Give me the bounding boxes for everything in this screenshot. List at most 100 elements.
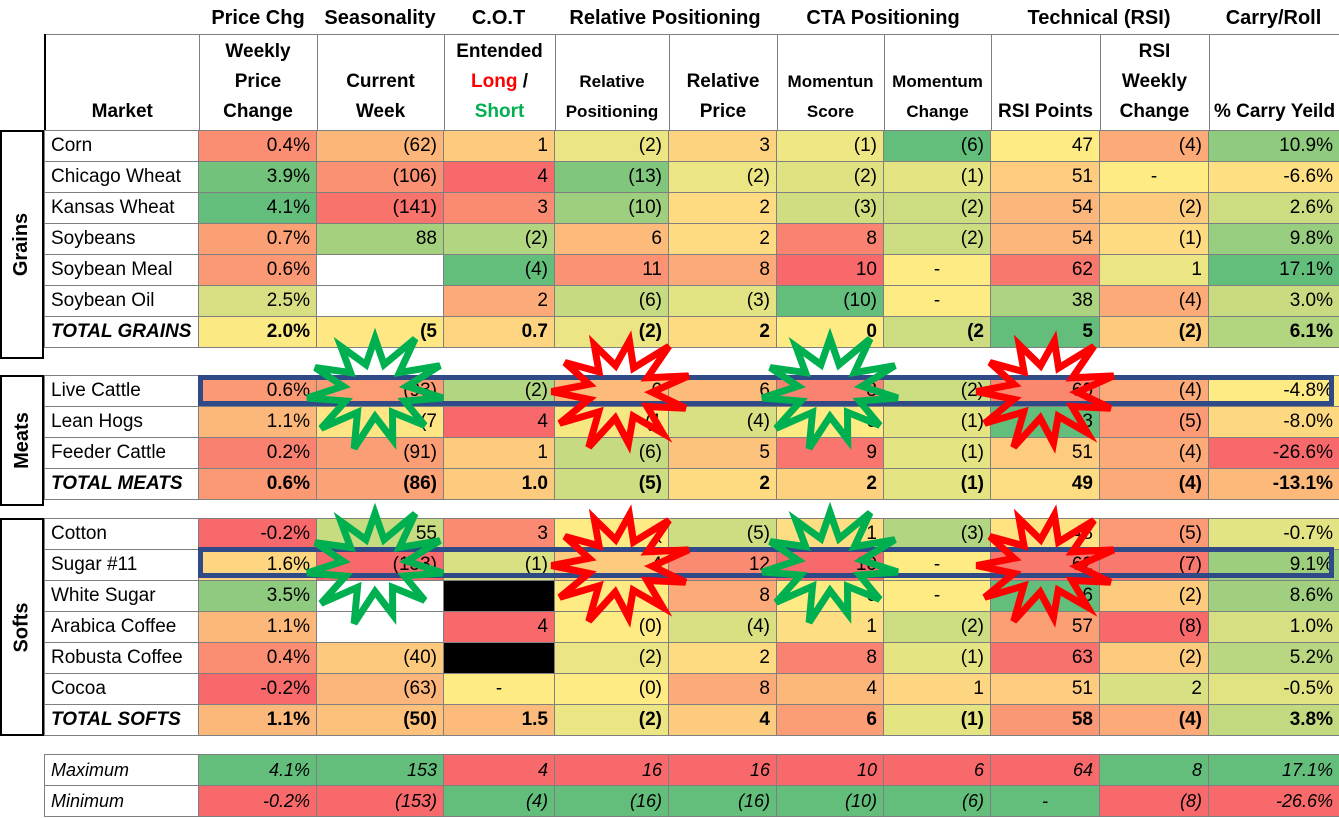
- col-momentum-change: Momentum Change: [883, 34, 992, 132]
- cell-season: 55: [316, 518, 444, 550]
- cell-rsi: 38: [990, 285, 1100, 317]
- cell-price: 1.6%: [198, 549, 317, 581]
- cell-momchg: (2): [883, 611, 991, 643]
- cell-season: (141): [316, 192, 444, 224]
- cell-mom: 8: [776, 223, 884, 255]
- summary-cell-relpos: (16): [554, 785, 669, 817]
- cell-carry: 10.9%: [1208, 130, 1339, 162]
- cell-cot: 2: [443, 285, 555, 317]
- cell-rsichg: (2): [1099, 316, 1209, 348]
- cell-season: (5: [316, 316, 444, 348]
- cell-price: -0.2%: [198, 518, 317, 550]
- cell-relpos: (13): [554, 161, 669, 193]
- cell-relpos: [554, 580, 669, 612]
- cell-momchg: (2): [883, 192, 991, 224]
- market-name: Soybeans: [44, 223, 199, 255]
- market-name: Soybean Meal: [44, 254, 199, 286]
- cell-rsi: 57: [990, 611, 1100, 643]
- table-row: Soybeans 0.7% 88 (2) 6 2 8 (2) 54 (1) 9.8%: [44, 223, 1339, 255]
- cell-carry: -0.7%: [1208, 518, 1339, 550]
- cell-mom: (1): [776, 130, 884, 162]
- cell-price: 0.4%: [198, 130, 317, 162]
- cell-rsichg: (4): [1099, 437, 1209, 469]
- cell-carry: 9.8%: [1208, 223, 1339, 255]
- cell-season: (106): [316, 161, 444, 193]
- summary-cell-cot: 4: [443, 754, 555, 786]
- cell-mom: 10: [776, 549, 884, 581]
- summary-cell-cot: (4): [443, 785, 555, 817]
- market-name: Arabica Coffee: [44, 611, 199, 643]
- cell-price: 3.9%: [198, 161, 317, 193]
- cell-rsichg: (2): [1099, 580, 1209, 612]
- cell-relpos: (2): [554, 316, 669, 348]
- cell-rsichg: -: [1099, 161, 1209, 193]
- cell-rsi: 54: [990, 192, 1100, 224]
- cell-momchg: (2: [883, 316, 991, 348]
- cell-relprice: 8: [668, 580, 777, 612]
- cell-rsichg: (4): [1099, 375, 1209, 407]
- cell-season: 88: [316, 223, 444, 255]
- cell-relprice: (4): [668, 406, 777, 438]
- cell-relpos: (6): [554, 285, 669, 317]
- cell-carry: 5.2%: [1208, 642, 1339, 674]
- cell-season: [316, 285, 444, 317]
- cell-price: -0.2%: [198, 673, 317, 705]
- cell-cot: (2): [443, 223, 555, 255]
- cell-relprice: (4): [668, 611, 777, 643]
- cell-relprice: 3: [668, 130, 777, 162]
- market-name: Live Cattle: [44, 375, 199, 407]
- table-row: Arabica Coffee 1.1% 4 (0) (4) 1 (2) 57 (8) 1.0%: [44, 611, 1339, 643]
- cell-relpos: (2): [554, 130, 669, 162]
- cell-momchg: (1): [883, 468, 991, 500]
- cell-relpos: (5): [554, 468, 669, 500]
- market-name: Cocoa: [44, 673, 199, 705]
- cell-mom: 4: [776, 673, 884, 705]
- cell-relpos: 4: [554, 549, 669, 581]
- group-header-price-chg: Price Chg: [211, 6, 305, 29]
- table-row: Corn 0.4% (62) 1 (2) 3 (1) (6) 47 (4) 10.9%: [44, 130, 1339, 162]
- summary-cell-relprice: 16: [668, 754, 777, 786]
- cell-rsi: 3: [990, 406, 1100, 438]
- cell-season: (63): [316, 673, 444, 705]
- summary-cell-season: (153): [316, 785, 444, 817]
- cell-relpos: (2): [554, 642, 669, 674]
- summary-cell-mom: (10): [776, 785, 884, 817]
- cell-cot: 1.0: [443, 468, 555, 500]
- cell-carry: 6.1%: [1208, 316, 1339, 348]
- cell-momchg: (1): [883, 161, 991, 193]
- cell-carry: 3.8%: [1208, 704, 1339, 736]
- cell-relprice: 8: [668, 254, 777, 286]
- cell-rsi: 54: [990, 223, 1100, 255]
- cell-cot: 4: [443, 611, 555, 643]
- summary-cell-rsi: 64: [990, 754, 1100, 786]
- softs-table: Cotton -0.2% 55 3((5) 1 (3) 48 (5) -0.7% Sugar #1…: [44, 518, 1339, 736]
- cell-season: (40): [316, 642, 444, 674]
- cell-rsichg: (4): [1099, 130, 1209, 162]
- cell-cot: [443, 580, 555, 612]
- group-header-cta-positioning: CTA Positioning: [806, 6, 960, 29]
- cell-season: (86): [316, 468, 444, 500]
- cell-price: 3.5%: [198, 580, 317, 612]
- cell-carry: -4.8%: [1208, 375, 1339, 407]
- cell-relpos: (10): [554, 192, 669, 224]
- summary-row: Maximum 4.1% 153 4 16 16 10 6 64 8 17.1%: [44, 754, 1339, 786]
- cell-relprice: 4: [668, 704, 777, 736]
- cell-carry: 3.0%: [1208, 285, 1339, 317]
- cell-season: (93): [316, 375, 444, 407]
- cell-rsi: 63: [990, 642, 1100, 674]
- col-relative-positioning: Relative Positioning: [554, 34, 670, 132]
- market-name: TOTAL GRAINS: [44, 316, 199, 348]
- market-name: Chicago Wheat: [44, 161, 199, 193]
- cell-cot: (1): [443, 549, 555, 581]
- cell-mom: 0: [776, 406, 884, 438]
- column-header-table: Market Weekly Price Change Current Week En…: [44, 34, 1339, 132]
- summary-cell-relpos: 16: [554, 754, 669, 786]
- cell-momchg: (6): [883, 130, 991, 162]
- market-name: White Sugar: [44, 580, 199, 612]
- cell-mom: 0: [776, 580, 884, 612]
- cell-rsichg: 2: [1099, 673, 1209, 705]
- cell-rsichg: (2): [1099, 192, 1209, 224]
- section-label-softs: Softs: [0, 518, 44, 736]
- cell-rsi: 51: [990, 673, 1100, 705]
- summary-label: Minimum: [44, 785, 199, 817]
